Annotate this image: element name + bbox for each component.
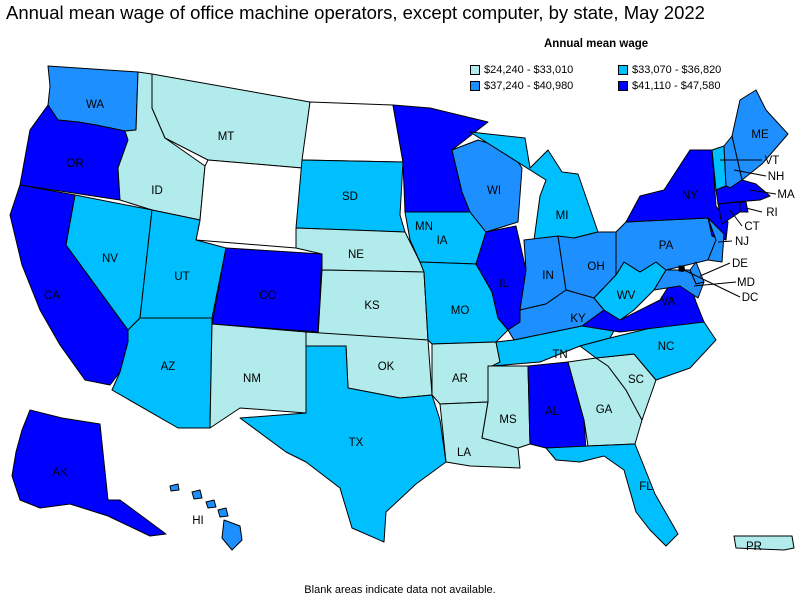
- state-label-wa: WA: [86, 99, 104, 111]
- state-tx: [239, 345, 447, 543]
- state-label-tn: TN: [552, 349, 567, 361]
- state-label-ma: MA: [777, 189, 795, 201]
- legend-swatch-4: [618, 81, 628, 91]
- legend-label-1: $24,240 - $33,010: [484, 64, 574, 76]
- state-label-ar: AR: [452, 373, 468, 385]
- state-md: [653, 269, 705, 299]
- leader-line-dc: [681, 268, 741, 298]
- state-label-pa: PA: [659, 240, 674, 252]
- state-nj: [707, 217, 725, 263]
- leader-line-nj: [717, 240, 733, 243]
- state-label-va: VA: [661, 296, 676, 308]
- state-label-il: IL: [499, 278, 509, 290]
- leader-line-ma: [749, 189, 777, 195]
- state-ak: [11, 409, 167, 537]
- leader-line-ri: [745, 207, 763, 213]
- state-label-ak: AK: [52, 467, 68, 479]
- state-label-wi: WI: [487, 185, 501, 197]
- state-ms: [481, 365, 531, 449]
- state-label-nj: NJ: [735, 236, 749, 248]
- footnote: Blank areas indicate data not available.: [304, 584, 496, 596]
- state-label-nm: NM: [243, 373, 261, 385]
- legend-swatch-2: [618, 65, 628, 75]
- state-nm: [209, 323, 307, 429]
- state-label-ne: NE: [348, 249, 364, 261]
- state-sd: [295, 159, 406, 233]
- state-label-de: DE: [732, 258, 748, 270]
- state-label-la: LA: [457, 447, 471, 459]
- page-title: Annual mean wage of office machine opera…: [6, 2, 705, 23]
- legend-label-4: $41,110 - $47,580: [632, 80, 721, 92]
- legend-title: Annual mean wage: [544, 38, 649, 50]
- state-label-hi: HI: [192, 515, 204, 527]
- state-ct: [717, 201, 741, 225]
- state-label-or: OR: [66, 158, 83, 170]
- legend-item-2: $33,070 - $36,820: [618, 64, 768, 76]
- state-label-wv: WV: [617, 290, 636, 302]
- state-label-vt: VT: [765, 155, 780, 167]
- state-label-ut: UT: [174, 271, 189, 283]
- state-label-co: CO: [259, 290, 276, 302]
- state-label-nh: NH: [768, 171, 785, 183]
- state-fl: [545, 443, 679, 547]
- state-label-dc: DC: [742, 292, 759, 304]
- state-label-sd: SD: [342, 191, 358, 203]
- legend-label-3: $37,240 - $40,980: [484, 80, 574, 92]
- state-nd: [301, 101, 404, 163]
- state-label-me: ME: [751, 129, 769, 141]
- state-label-ri: RI: [766, 207, 778, 219]
- state-label-ny: NY: [682, 190, 698, 202]
- legend-item-3: $37,240 - $40,980: [470, 80, 618, 92]
- state-label-md: MD: [737, 277, 755, 289]
- state-label-az: AZ: [161, 361, 176, 373]
- state-label-oh: OH: [587, 261, 604, 273]
- state-label-fl: FL: [639, 481, 653, 493]
- state-label-mi: MI: [556, 210, 569, 222]
- legend-item-1: $24,240 - $33,010: [470, 64, 618, 76]
- legend-swatch-1: [470, 65, 480, 75]
- state-label-ia: IA: [437, 235, 448, 247]
- state-nc: [579, 315, 717, 381]
- state-wy: [195, 159, 303, 249]
- state-label-mt: MT: [218, 131, 235, 143]
- state-me: [731, 89, 789, 181]
- legend: Annual mean wage $24,240 - $33,010 $33,0…: [470, 38, 770, 92]
- state-label-sc: SC: [628, 374, 644, 386]
- state-label-ct: CT: [744, 221, 759, 233]
- leader-line-md: [693, 281, 737, 287]
- leader-line-ct: [729, 209, 743, 227]
- state-pr: [733, 535, 795, 551]
- state-label-id: ID: [151, 185, 163, 197]
- state-label-nc: NC: [658, 341, 675, 353]
- state-ri: [739, 201, 749, 213]
- legend-swatch-3: [470, 81, 480, 91]
- state-label-ga: GA: [596, 404, 613, 416]
- state-label-tx: TX: [349, 437, 364, 449]
- state-label-ok: OK: [378, 361, 395, 373]
- state-label-mo: MO: [451, 305, 470, 317]
- state-label-in: IN: [542, 270, 554, 282]
- state-label-al: AL: [545, 406, 560, 418]
- state-label-ky: KY: [570, 313, 586, 325]
- state-label-ks: KS: [364, 300, 380, 312]
- leader-line-de: [699, 262, 731, 277]
- state-label-pr: PR: [746, 541, 762, 553]
- state-label-nv: NV: [102, 253, 118, 265]
- state-hi: [169, 483, 243, 551]
- state-label-ms: MS: [499, 414, 517, 426]
- state-ny: [625, 149, 729, 241]
- state-label-mn: MN: [415, 221, 433, 233]
- legend-label-2: $33,070 - $36,820: [632, 64, 722, 76]
- legend-item-4: $41,110 - $47,580: [618, 80, 768, 92]
- leader-line-nh: [733, 169, 767, 177]
- state-label-ca: CA: [44, 290, 60, 302]
